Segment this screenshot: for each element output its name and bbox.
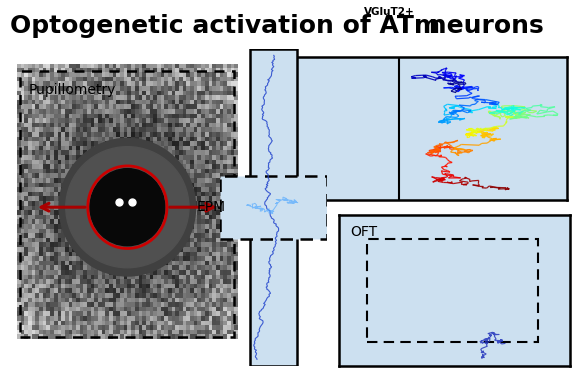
Text: neurons: neurons	[420, 14, 544, 38]
FancyBboxPatch shape	[220, 176, 327, 239]
Text: Pupillometry: Pupillometry	[28, 83, 116, 97]
Text: OFT: OFT	[350, 225, 378, 239]
Text: EPM: EPM	[196, 200, 226, 215]
Ellipse shape	[59, 138, 196, 276]
Text: Optogenetic activation of ATm: Optogenetic activation of ATm	[10, 14, 441, 38]
Text: RTPA: RTPA	[261, 64, 295, 78]
Ellipse shape	[90, 169, 165, 246]
Ellipse shape	[66, 147, 189, 268]
Text: VGluT2+: VGluT2+	[364, 7, 415, 17]
FancyBboxPatch shape	[250, 49, 297, 366]
